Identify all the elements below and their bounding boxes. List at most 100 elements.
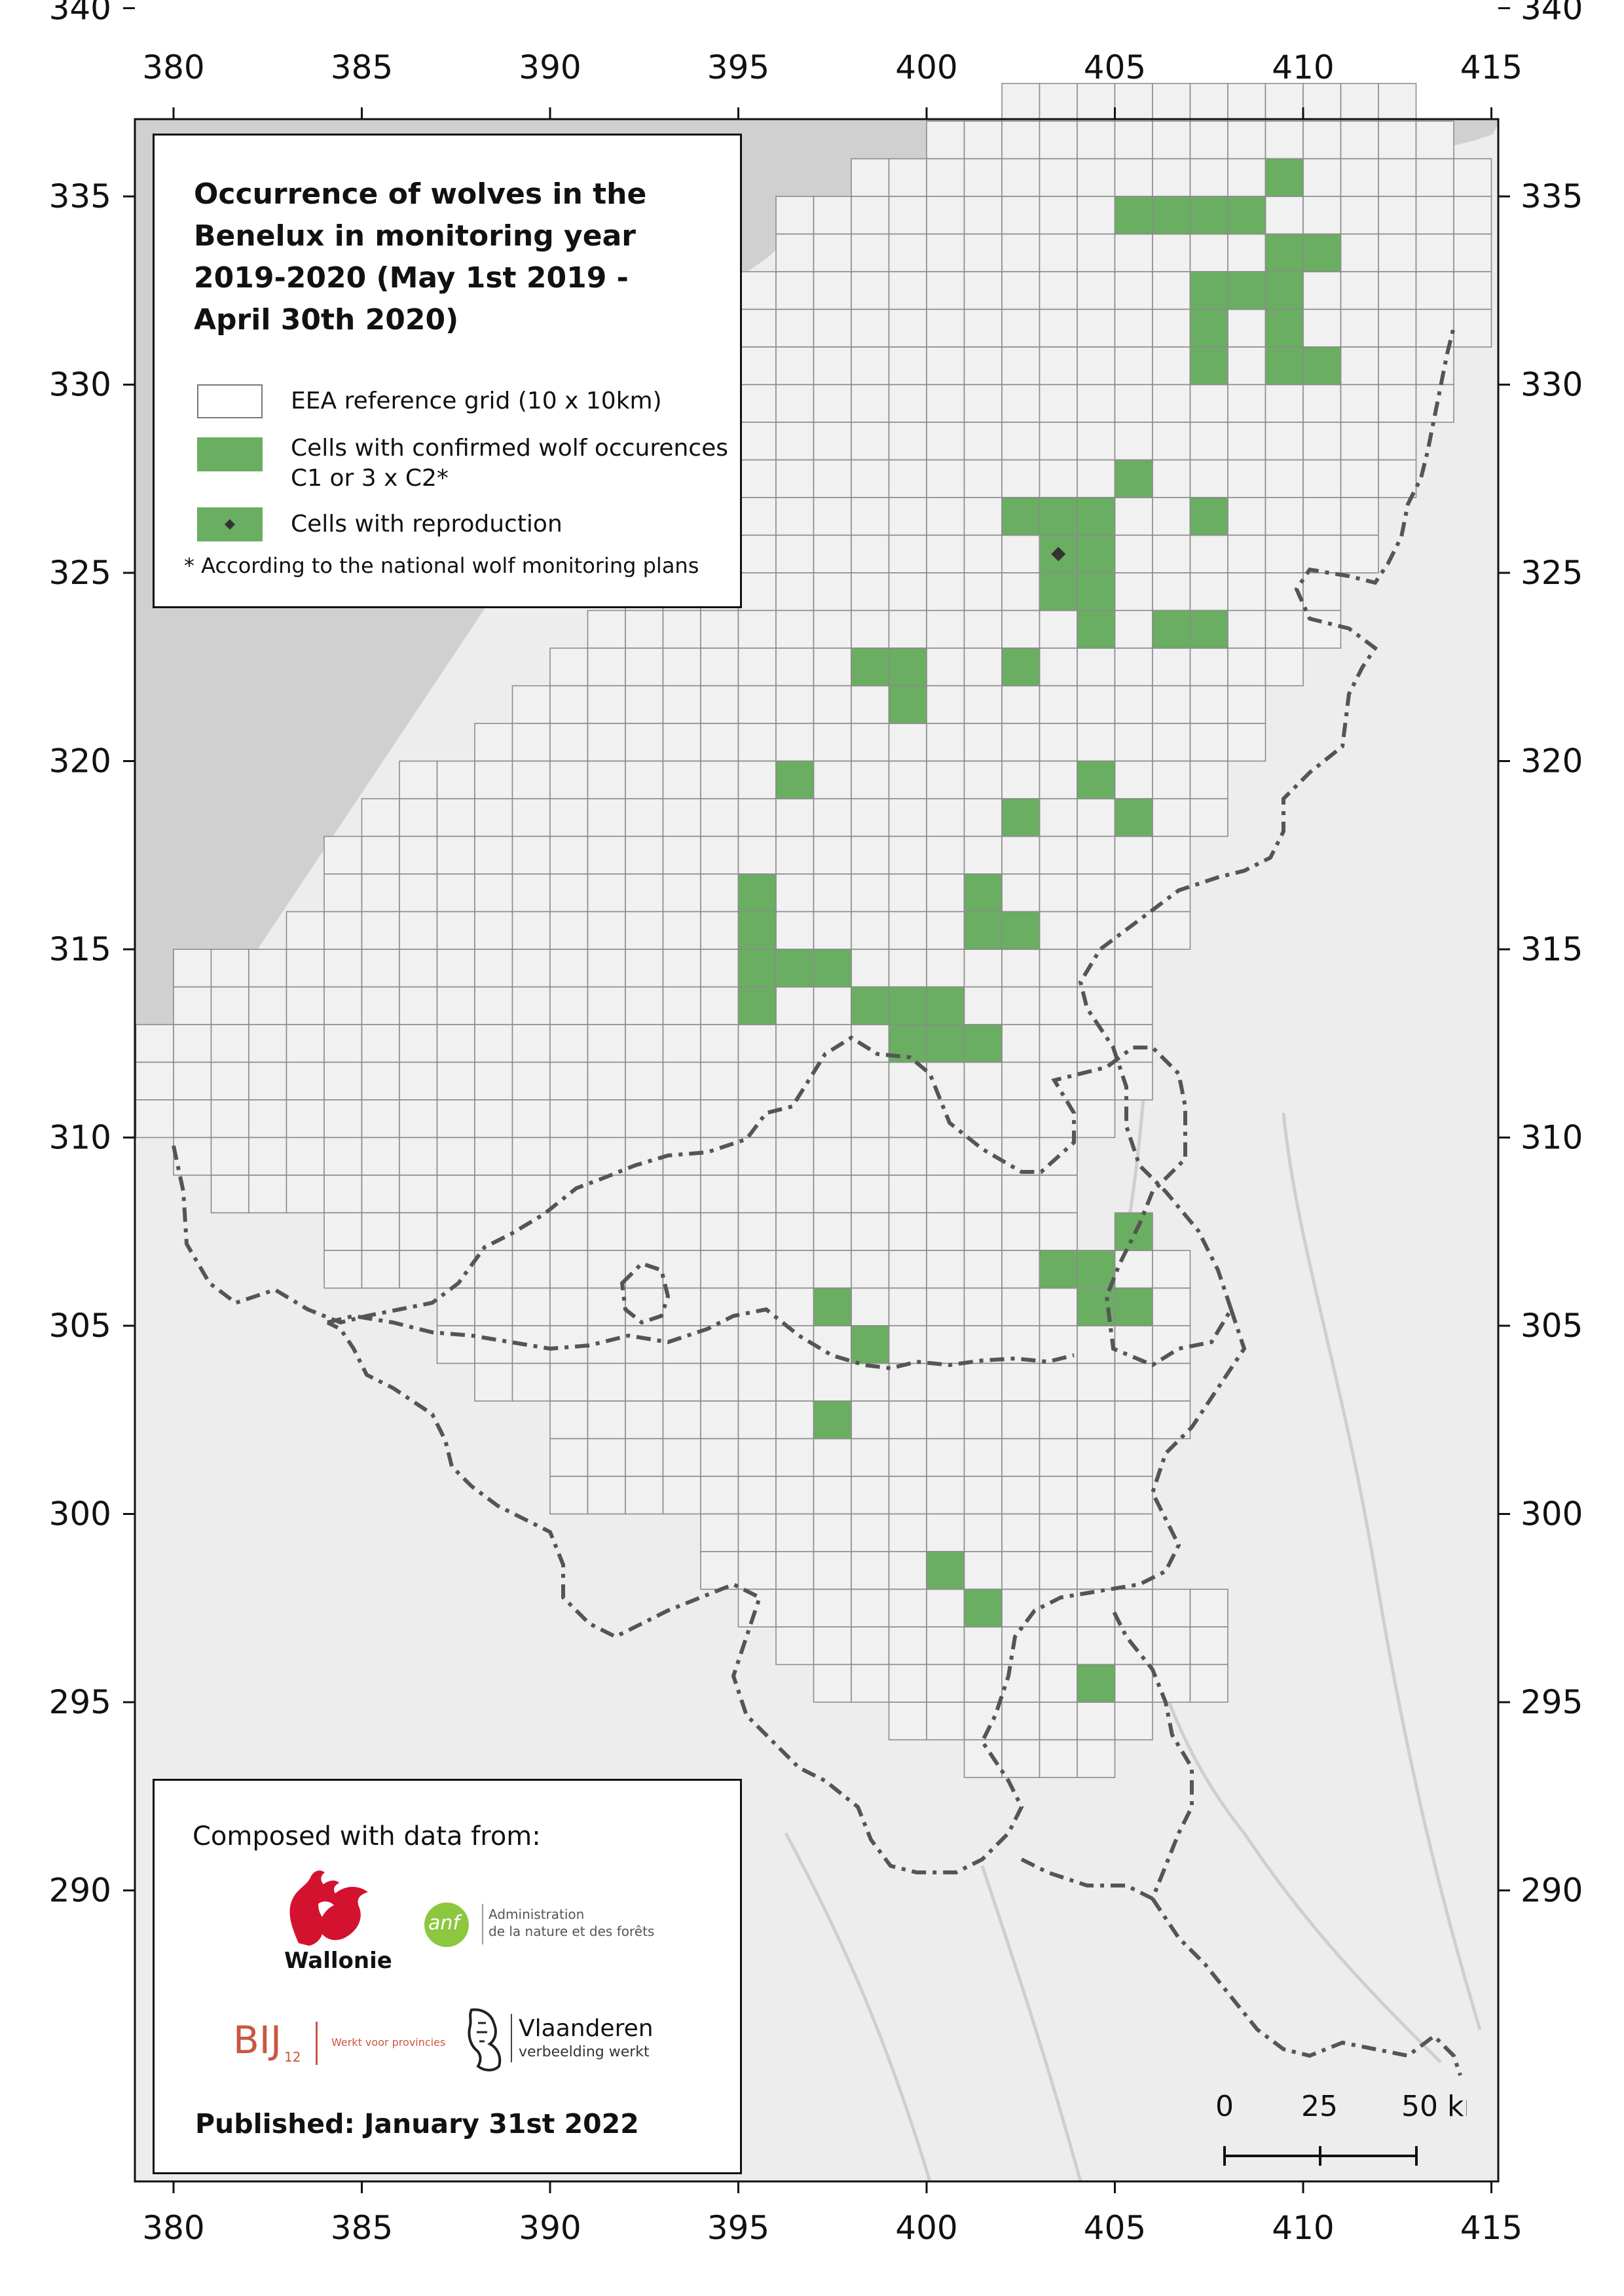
grid-cell	[399, 798, 438, 837]
grid-cell	[1114, 610, 1153, 649]
grid-cell	[888, 572, 927, 611]
grid-cell	[1302, 158, 1342, 197]
grid-cell	[1152, 760, 1191, 799]
grid-cell	[1001, 986, 1041, 1025]
grid-cell	[1189, 1626, 1228, 1666]
grid-cell	[737, 459, 777, 498]
grid-cell	[775, 1099, 815, 1139]
grid-cell	[135, 1061, 174, 1101]
grid-cell	[775, 911, 815, 950]
grid-cell	[173, 986, 212, 1025]
country-borders	[172, 327, 1462, 2076]
grid-cell	[813, 1513, 852, 1552]
grid-cell	[775, 1513, 815, 1552]
x-tick-label-top: 410	[1272, 48, 1334, 86]
grid-cell	[963, 949, 1003, 988]
wolf-occurrence-cell	[1077, 610, 1116, 649]
grid-cell	[1114, 685, 1153, 724]
grid-cell	[888, 534, 927, 574]
grid-cell	[587, 760, 626, 799]
grid-cell	[1302, 422, 1342, 461]
grid-cell	[888, 610, 927, 649]
grid-cell	[700, 1325, 739, 1364]
grid-cell	[1039, 911, 1078, 950]
grid-cell	[775, 572, 815, 611]
grid-cell	[851, 835, 890, 875]
grid-cell	[813, 384, 852, 423]
rooster-icon	[289, 1870, 368, 1946]
grid-cell	[963, 1212, 1003, 1251]
grid-cell	[248, 949, 287, 988]
y-tick-label-right: 295	[1521, 1683, 1583, 1721]
grid-cell	[775, 497, 815, 536]
grid-cell	[926, 346, 965, 386]
grid-cell	[1001, 1212, 1041, 1251]
grid-cell	[1001, 1024, 1041, 1063]
reproduction-label: Cells with reproduction	[291, 511, 563, 538]
grid-cell	[1302, 308, 1342, 348]
grid-cell	[888, 1702, 927, 1741]
grid-cell	[399, 986, 438, 1025]
grid-cell	[1302, 271, 1342, 310]
grid-cell	[1114, 911, 1153, 950]
grid-cell	[1114, 1024, 1153, 1063]
wolf-occurrence-cell	[1077, 1250, 1116, 1289]
grid-cell	[1227, 82, 1266, 122]
grid-cell	[963, 1175, 1003, 1214]
anf-divider	[482, 1904, 483, 1944]
grid-cell	[436, 1024, 475, 1063]
composed-label: Composed with data from:	[193, 1821, 541, 1851]
grid-cell	[775, 1626, 815, 1666]
grid-cell	[1114, 760, 1153, 799]
wolf-occurrence-cell	[737, 911, 777, 950]
grid-cell	[963, 459, 1003, 498]
grid-cell	[700, 723, 739, 762]
grid-cell	[474, 1099, 513, 1139]
grid-cell	[963, 1287, 1003, 1326]
grid-cell	[210, 1024, 249, 1063]
grid-cell	[1039, 1212, 1078, 1251]
grid-cell	[888, 835, 927, 875]
x-tick-label-bottom: 380	[142, 2209, 204, 2247]
grid-cell	[1039, 1551, 1078, 1590]
grid-cell	[926, 1400, 965, 1440]
grid-cell	[1227, 610, 1266, 649]
grid-label: EEA reference grid (10 x 10km)	[291, 388, 662, 414]
grid-cell	[737, 835, 777, 875]
grid-cell	[1302, 497, 1342, 536]
grid-cell	[1378, 233, 1417, 272]
grid-cell	[286, 911, 325, 950]
grid-cell	[323, 1024, 363, 1063]
grid-cell	[511, 835, 551, 875]
grid-cell	[851, 233, 890, 272]
grid-cell	[1340, 196, 1379, 235]
grid-cell	[173, 1061, 212, 1101]
grid-cell	[1264, 384, 1304, 423]
grid-cell	[1378, 422, 1417, 461]
published-date: Published: January 31st 2022	[195, 2108, 639, 2140]
grid-cell	[851, 1362, 890, 1402]
grid-cell	[399, 949, 438, 988]
grid-cell	[399, 1024, 438, 1063]
grid-cell	[1001, 271, 1041, 310]
wolf-occurrence-cell	[1264, 233, 1304, 272]
grid-cell	[1152, 497, 1191, 536]
wolf-occurrence-cell	[1077, 760, 1116, 799]
grid-cell	[248, 1137, 287, 1176]
grid-cell	[1001, 534, 1041, 574]
grid-cell	[1378, 384, 1417, 423]
grid-cell	[1227, 572, 1266, 611]
x-tick-label-top: 415	[1460, 48, 1522, 86]
grid-cell	[587, 835, 626, 875]
grid-cell	[1001, 1739, 1041, 1778]
grid-cell	[1039, 271, 1078, 310]
grid-cell	[1227, 534, 1266, 574]
grid-cell	[1039, 835, 1078, 875]
grid-cell	[662, 1400, 701, 1440]
grid-cell	[662, 1362, 701, 1402]
wolf-occurrence-cell	[926, 1551, 965, 1590]
grid-cell	[700, 1438, 739, 1477]
grid-cell	[851, 1626, 890, 1666]
x-tick-label-top: 405	[1084, 48, 1146, 86]
grid-cell	[888, 497, 927, 536]
